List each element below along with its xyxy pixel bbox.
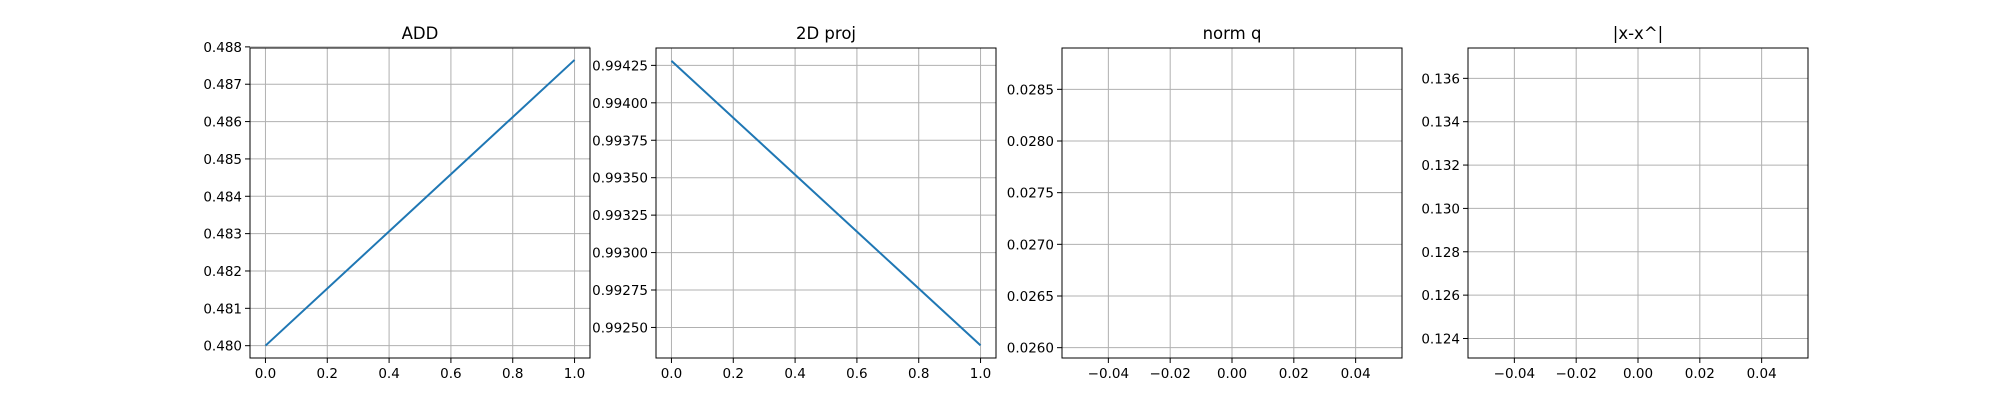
y-tick-label: 0.0280	[1007, 134, 1054, 150]
y-tick-label: 0.134	[1421, 115, 1460, 131]
chart-title: norm q	[1203, 24, 1262, 43]
x-tick-label: 0.0	[661, 366, 682, 382]
chart-title: 2D proj	[796, 24, 856, 43]
chart-title: |x-x^|	[1613, 24, 1663, 43]
y-tick-label: 0.99350	[592, 171, 648, 187]
x-tick-label: 0.00	[1217, 366, 1247, 382]
chart-title: ADD	[402, 24, 439, 43]
x-tick-label: 0.8	[908, 366, 929, 382]
subplot-grid: 0.0 0.2 0.4 0.6 0.8 1.0 0.480 0.481 0.482 0.483 0.…	[203, 24, 1809, 382]
x-tick-label: 0.2	[723, 366, 744, 382]
y-tick-label: 0.0275	[1007, 186, 1054, 202]
y-tick-label: 0.99400	[592, 96, 648, 112]
y-tick-label: 0.0270	[1007, 237, 1054, 253]
x-tick-label: −0.02	[1149, 366, 1190, 382]
y-tick-label: 0.136	[1421, 71, 1460, 87]
axes-frame	[655, 47, 997, 359]
x-tick-label: 1.0	[970, 366, 991, 382]
y-tick-label: 0.481	[203, 301, 242, 317]
y-tick-label: 0.482	[203, 264, 242, 280]
x-tick-label: −0.04	[1494, 366, 1535, 382]
y-tick-label: 0.99275	[592, 283, 648, 299]
y-tick-label: 0.99325	[592, 208, 648, 224]
x-tick-label: 0.2	[317, 366, 338, 382]
x-tick-label: 0.0	[255, 366, 276, 382]
y-tick-label: 0.126	[1421, 288, 1460, 304]
y-tick-label: 0.487	[203, 77, 242, 93]
x-tick-label: 0.02	[1279, 366, 1309, 382]
series-line-1	[670, 60, 982, 347]
y-tick-label: 0.132	[1421, 158, 1460, 174]
y-tick-label: 0.485	[203, 152, 242, 168]
y-tick-label: 0.0285	[1007, 82, 1054, 98]
subplot-3: −0.04 −0.02 0.00 0.02 0.04 0.0260 0.0265 0.0270…	[1007, 24, 1403, 382]
y-tick-label: 0.486	[203, 115, 242, 131]
x-tick-label: 0.04	[1341, 366, 1371, 382]
y-tick-label: 0.130	[1421, 201, 1460, 217]
subplot-2: 0.0 0.2 0.4 0.6 0.8 1.0 0.99250 0.99275 0.99300 0…	[592, 24, 997, 382]
y-tick-label: 0.99250	[592, 320, 648, 336]
subplot-4: −0.04 −0.02 0.00 0.02 0.04 0.124 0.126 0.128 0.1…	[1421, 24, 1809, 382]
x-tick-label: 0.02	[1685, 366, 1715, 382]
x-tick-label: −0.02	[1555, 366, 1596, 382]
y-tick-label: 0.0260	[1007, 341, 1054, 357]
y-tick-label: 0.124	[1421, 331, 1460, 347]
series-line-1	[264, 59, 576, 347]
x-tick-label: 0.4	[784, 366, 805, 382]
subplot-1: 0.0 0.2 0.4 0.6 0.8 1.0 0.480 0.481 0.482 0.483 0.…	[203, 24, 591, 382]
y-tick-label: 0.99300	[592, 246, 648, 262]
y-tick-label: 0.99375	[592, 133, 648, 149]
x-tick-label: −0.04	[1088, 366, 1129, 382]
x-tick-label: 0.00	[1623, 366, 1653, 382]
axes-frame	[249, 47, 591, 359]
x-tick-label: 0.04	[1747, 366, 1777, 382]
y-tick-label: 0.0265	[1007, 289, 1054, 305]
y-tick-label: 0.480	[203, 339, 242, 355]
y-tick-label: 0.484	[203, 189, 242, 205]
x-tick-label: 0.6	[440, 366, 461, 382]
y-tick-label: 0.488	[203, 40, 242, 56]
x-tick-label: 1.0	[564, 366, 585, 382]
y-tick-label: 0.483	[203, 227, 242, 243]
x-tick-label: 0.4	[378, 366, 399, 382]
y-tick-label: 0.128	[1421, 245, 1460, 261]
y-tick-label: 0.99425	[592, 58, 648, 74]
x-tick-label: 0.6	[846, 366, 867, 382]
x-tick-label: 0.8	[502, 366, 523, 382]
